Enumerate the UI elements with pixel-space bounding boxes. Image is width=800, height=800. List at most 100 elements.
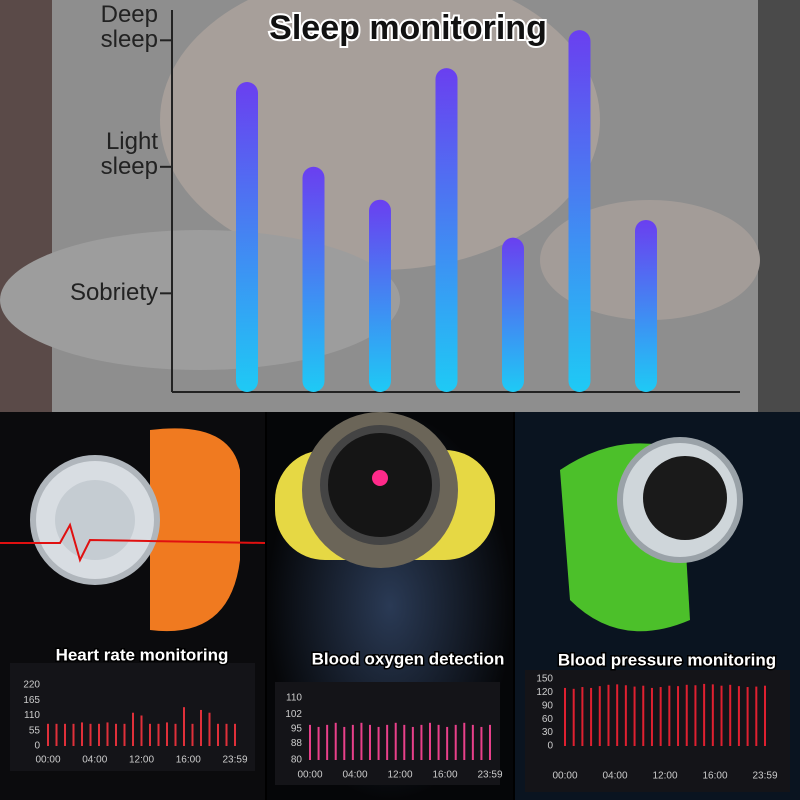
bar — [677, 686, 680, 746]
bar — [668, 685, 671, 746]
bar — [174, 723, 177, 746]
bar — [703, 683, 706, 746]
bar — [463, 722, 466, 760]
bar — [234, 723, 236, 746]
bar — [568, 30, 591, 392]
bar — [208, 712, 211, 746]
bar — [435, 68, 458, 393]
bar — [737, 686, 740, 746]
bar — [454, 724, 457, 760]
face-shape — [160, 0, 600, 270]
x-tick-label: 23:59 — [477, 770, 502, 781]
bar — [191, 723, 194, 746]
x-tick-label: 00:00 — [552, 771, 577, 782]
bar — [377, 726, 380, 760]
watch-dot — [372, 470, 388, 486]
bar — [157, 723, 160, 746]
y-tick-label: 30 — [542, 727, 554, 738]
pillow-shape — [0, 230, 400, 370]
chart-title: Sleep monitoring — [269, 9, 547, 47]
bar — [394, 722, 397, 760]
y-tick-label: 0 — [34, 741, 40, 752]
y-tick-label: 220 — [23, 680, 40, 691]
y-tick-label: 60 — [542, 714, 554, 725]
bar — [694, 685, 697, 746]
bar — [334, 722, 337, 760]
bar — [616, 684, 619, 746]
ecg-line — [0, 522, 266, 563]
bar — [446, 726, 449, 760]
bar — [471, 724, 474, 760]
x-tick-label: 00:00 — [297, 770, 322, 781]
bar — [420, 724, 423, 760]
y-tick-label: 110 — [286, 693, 302, 704]
bar — [106, 722, 109, 746]
x-tick-label: 16:00 — [432, 770, 457, 781]
bar — [635, 219, 657, 392]
bar — [572, 688, 575, 746]
bar — [685, 684, 688, 746]
watch-back — [55, 480, 135, 560]
bar — [140, 715, 143, 746]
bar — [437, 724, 440, 760]
chart-title: Heart rate monitoring — [56, 645, 229, 664]
bar — [598, 686, 601, 746]
bar — [369, 199, 391, 392]
bar — [590, 687, 593, 746]
bar — [720, 685, 723, 746]
bar — [764, 685, 766, 746]
y-tick-label: 90 — [542, 700, 554, 711]
y-tick-label: Sobriety — [69, 279, 158, 307]
bar — [81, 722, 83, 746]
bar — [132, 712, 134, 746]
chart-title: Blood pressure monitoring — [558, 650, 776, 669]
x-tick-label: 16:00 — [176, 755, 201, 766]
bar — [72, 723, 75, 746]
bar — [351, 724, 354, 760]
y-tick-label: 150 — [536, 674, 553, 685]
bar — [200, 709, 202, 746]
bar — [183, 707, 185, 746]
bar — [624, 685, 627, 746]
bar — [642, 685, 645, 746]
bar — [309, 724, 311, 760]
y-tick-label: 110 — [24, 710, 40, 721]
bar — [302, 166, 325, 392]
bar — [115, 723, 117, 746]
bar — [659, 687, 662, 746]
bar — [47, 723, 49, 746]
y-tick-label: 95 — [291, 724, 303, 735]
y-tick-label: 120 — [536, 687, 553, 698]
bar — [746, 687, 749, 746]
bar — [89, 723, 92, 746]
bar — [225, 723, 228, 746]
x-tick-label: 04:00 — [342, 770, 367, 781]
bar — [564, 687, 566, 746]
y-tick-label: Deep sleep — [100, 1, 158, 54]
bar — [343, 726, 346, 760]
bar — [217, 723, 219, 746]
chart-box — [525, 670, 790, 792]
y-tick-label: 102 — [285, 709, 302, 720]
bar — [502, 237, 524, 392]
y-tick-label: Light sleep — [100, 127, 158, 180]
y-tick-label: 80 — [291, 755, 303, 766]
x-tick-label: 23:59 — [222, 755, 247, 766]
bar — [607, 684, 610, 746]
bar — [98, 723, 100, 746]
x-tick-label: 12:00 — [652, 771, 677, 782]
strap — [150, 428, 240, 632]
bar — [369, 724, 371, 760]
bar — [411, 726, 414, 760]
x-tick-label: 04:00 — [82, 755, 107, 766]
chart-title: Blood oxygen detection — [312, 649, 505, 668]
bar — [403, 724, 406, 760]
y-tick-label: 165 — [23, 695, 40, 706]
bar — [64, 723, 66, 746]
x-tick-label: 12:00 — [387, 770, 412, 781]
bar — [729, 684, 732, 746]
x-tick-label: 16:00 — [702, 771, 727, 782]
photo-edge — [758, 0, 800, 412]
bar — [386, 724, 389, 760]
bar — [149, 723, 151, 746]
